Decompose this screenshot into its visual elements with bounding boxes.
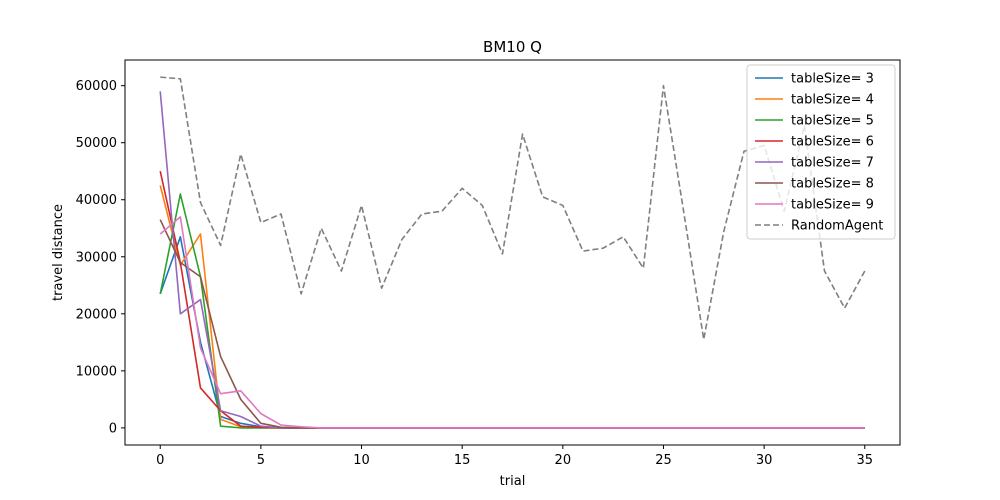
x-tick-label: 25 <box>655 453 672 468</box>
y-tick-label: 30000 <box>76 250 117 265</box>
y-tick-label: 0 <box>109 421 117 436</box>
legend-label: tableSize= 9 <box>791 198 874 213</box>
x-tick-label: 0 <box>156 453 164 468</box>
y-tick-label: 50000 <box>76 136 117 151</box>
x-tick-label: 35 <box>856 453 873 468</box>
x-tick-label: 20 <box>555 453 572 468</box>
y-tick-label: 10000 <box>76 364 117 379</box>
plot-frame <box>124 59 901 446</box>
x-tick-label: 5 <box>257 453 265 468</box>
legend-label: tableSize= 8 <box>791 177 874 192</box>
x-axis: 0 5 10 15 20 25 30 35 <box>156 445 873 468</box>
legend-label: tableSize= 5 <box>791 114 874 129</box>
chart-title: BM10 Q <box>483 38 542 56</box>
legend-box <box>746 64 896 240</box>
legend-label: tableSize= 4 <box>791 93 874 108</box>
legend-label: tableSize= 6 <box>791 135 874 150</box>
x-axis-label: trial <box>500 474 526 489</box>
legend-label: RandomAgent <box>791 219 883 234</box>
y-tick-label: 40000 <box>76 193 117 208</box>
x-tick-label: 15 <box>454 453 471 468</box>
x-tick-label: 10 <box>353 453 370 468</box>
legend-label: tableSize= 7 <box>791 156 874 171</box>
y-tick-label: 60000 <box>76 79 117 94</box>
legend: tableSize= 3 tableSize= 4 tableSize= 5 tabl… <box>746 64 896 240</box>
legend-label: tableSize= 3 <box>791 72 874 87</box>
y-tick-label: 20000 <box>76 307 117 322</box>
series-line-tablesize-9 <box>159 216 865 429</box>
x-tick-label: 30 <box>756 453 773 468</box>
y-axis: 0 10000 20000 30000 40000 50000 60000 <box>76 79 125 436</box>
y-axis-label: travel distance <box>51 204 66 301</box>
